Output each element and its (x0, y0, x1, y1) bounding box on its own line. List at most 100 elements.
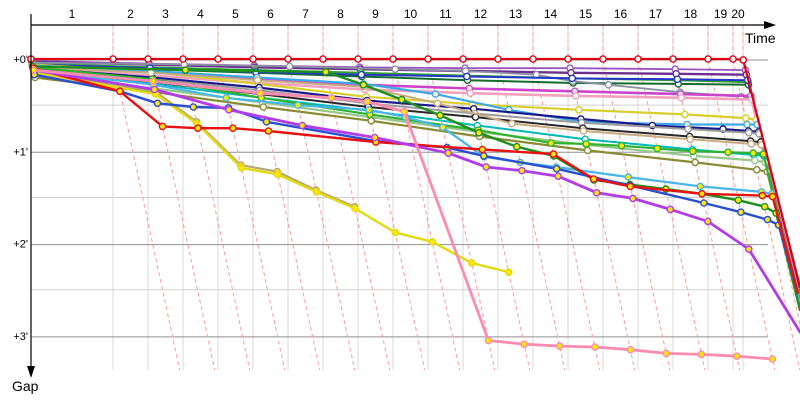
lap-marker-blue-med (737, 208, 745, 216)
lap-marker-blue-med (189, 103, 198, 111)
lap-marker-leader-red (389, 55, 397, 63)
x-tick-label: 9 (372, 7, 379, 21)
lap-marker-green-d (734, 196, 743, 204)
x-tick-label: 15 (579, 7, 593, 21)
lap-isochrone-line (742, 25, 800, 328)
lap-marker-pink-bottom (555, 342, 564, 350)
lap-marker-yellow-dnf (428, 237, 437, 246)
lap-marker-blue-med (700, 199, 708, 207)
lap-marker-wheat (747, 140, 756, 148)
lap-marker-leader-red (564, 55, 572, 63)
lap-marker-pink-bottom (29, 66, 38, 74)
lap-marker-violet (370, 133, 379, 142)
lap-marker-yellow-dnf (312, 188, 321, 196)
lap-marker-violet (629, 194, 637, 203)
lap-marker-wheat (579, 127, 588, 135)
lap-marker-sky-blue-desc (696, 182, 705, 191)
lap-marker-violet (592, 188, 601, 197)
lap-marker-leader-red (214, 55, 222, 63)
lap-marker-light-pink (572, 92, 580, 100)
lap-marker-leader-red (599, 55, 607, 63)
lap-marker-leader-red (284, 55, 292, 63)
lap-marker-pink-bottom (484, 336, 493, 345)
y-tick-label: +1' (13, 146, 28, 158)
lap-marker-blue-med (153, 99, 162, 108)
lap-marker-olive (259, 103, 268, 111)
lap-marker-blue-med (763, 215, 772, 224)
lap-marker-slate-gray (391, 65, 400, 73)
x-tick-label: 11 (439, 7, 452, 21)
lap-marker-olive (753, 165, 761, 174)
lap-marker-pink-bottom (768, 355, 777, 363)
lap-marker-silver (684, 125, 692, 133)
x-tick-label: 18 (684, 7, 698, 21)
lap-marker-leader-red (459, 55, 467, 63)
lap-isochrone-line (252, 25, 321, 371)
lap-marker-wheat (147, 69, 155, 77)
lap-marker-violet (298, 121, 307, 130)
lap-isochrone-line (217, 25, 286, 371)
lap-marker-pink-bottom (400, 107, 409, 116)
x-tick-label: 2 (127, 7, 134, 21)
gap-axis-arrow (27, 366, 35, 378)
lap-marker-leader-red (739, 56, 748, 64)
lap-isochrone-line (322, 25, 391, 371)
lap-marker-leader-red (354, 55, 362, 63)
lap-marker-pink-bottom (520, 340, 529, 349)
series-line-green-c (31, 66, 800, 309)
lap-marker-red-chaser (264, 127, 273, 135)
y-tick-label: +3' (13, 331, 28, 343)
lap-marker-pink-bottom (591, 343, 599, 351)
lap-marker-green-c (547, 139, 555, 147)
lap-marker-leader-red (424, 55, 432, 63)
lap-marker-pink-bottom (626, 345, 635, 354)
lap-marker-violet (745, 245, 753, 253)
x-tick-label: 7 (302, 7, 309, 21)
lap-marker-violet (482, 163, 491, 171)
lap-marker-violet (518, 166, 526, 175)
lap-marker-violet (150, 85, 159, 94)
series-line-teal (33, 71, 800, 306)
x-tick-label: 16 (614, 7, 628, 21)
lap-marker-red-chaser (228, 124, 237, 132)
series-line-blue-med (33, 73, 799, 292)
lap-marker-yellow-dnf (467, 259, 476, 267)
lap-marker-violet (704, 217, 712, 226)
lap-isochrone-line (672, 25, 741, 371)
x-tick-label: 1 (69, 7, 76, 21)
lap-marker-green-d (513, 142, 521, 151)
lap-marker-red-chaser (698, 189, 706, 198)
x-tick-label: 19 (714, 7, 728, 21)
lap-isochrone-line (707, 25, 776, 371)
lap-isochrone-line (497, 25, 566, 371)
series-line-olive (33, 76, 800, 310)
lap-marker-green-d (359, 81, 368, 89)
lap-marker-pink-bottom (662, 349, 671, 358)
lap-marker-red-chaser (158, 122, 167, 131)
lap-isochrone-line (602, 25, 671, 371)
x-tick-label: 17 (649, 7, 663, 21)
series-line-silver (32, 69, 800, 301)
lap-marker-sky-blue-desc (438, 123, 447, 132)
lap-marker-red-chaser (478, 145, 487, 154)
lap-marker-olive (691, 158, 700, 167)
lap-marker-sky-blue (431, 90, 440, 98)
lap-marker-pink-bottom (327, 94, 336, 102)
lap-marker-sky-blue-desc (365, 106, 373, 114)
lap-isochrone-line (567, 25, 636, 371)
series-line-pale-green (33, 73, 800, 308)
lap-marker-wheat (508, 119, 516, 128)
x-tick-label: 12 (474, 7, 488, 21)
lap-marker-blue-top (357, 70, 366, 79)
x-tick-label: 20 (731, 7, 745, 21)
lap-marker-olive (367, 117, 376, 125)
lap-marker-leader-red (729, 55, 737, 63)
lap-marker-violet (666, 205, 675, 214)
lap-marker-blue-med (552, 164, 561, 173)
lap-marker-leader-red (494, 55, 502, 63)
lap-marker-pink-bottom (733, 352, 741, 361)
series-line-leader-red (29, 57, 800, 289)
lap-marker-blue-med (479, 152, 488, 160)
